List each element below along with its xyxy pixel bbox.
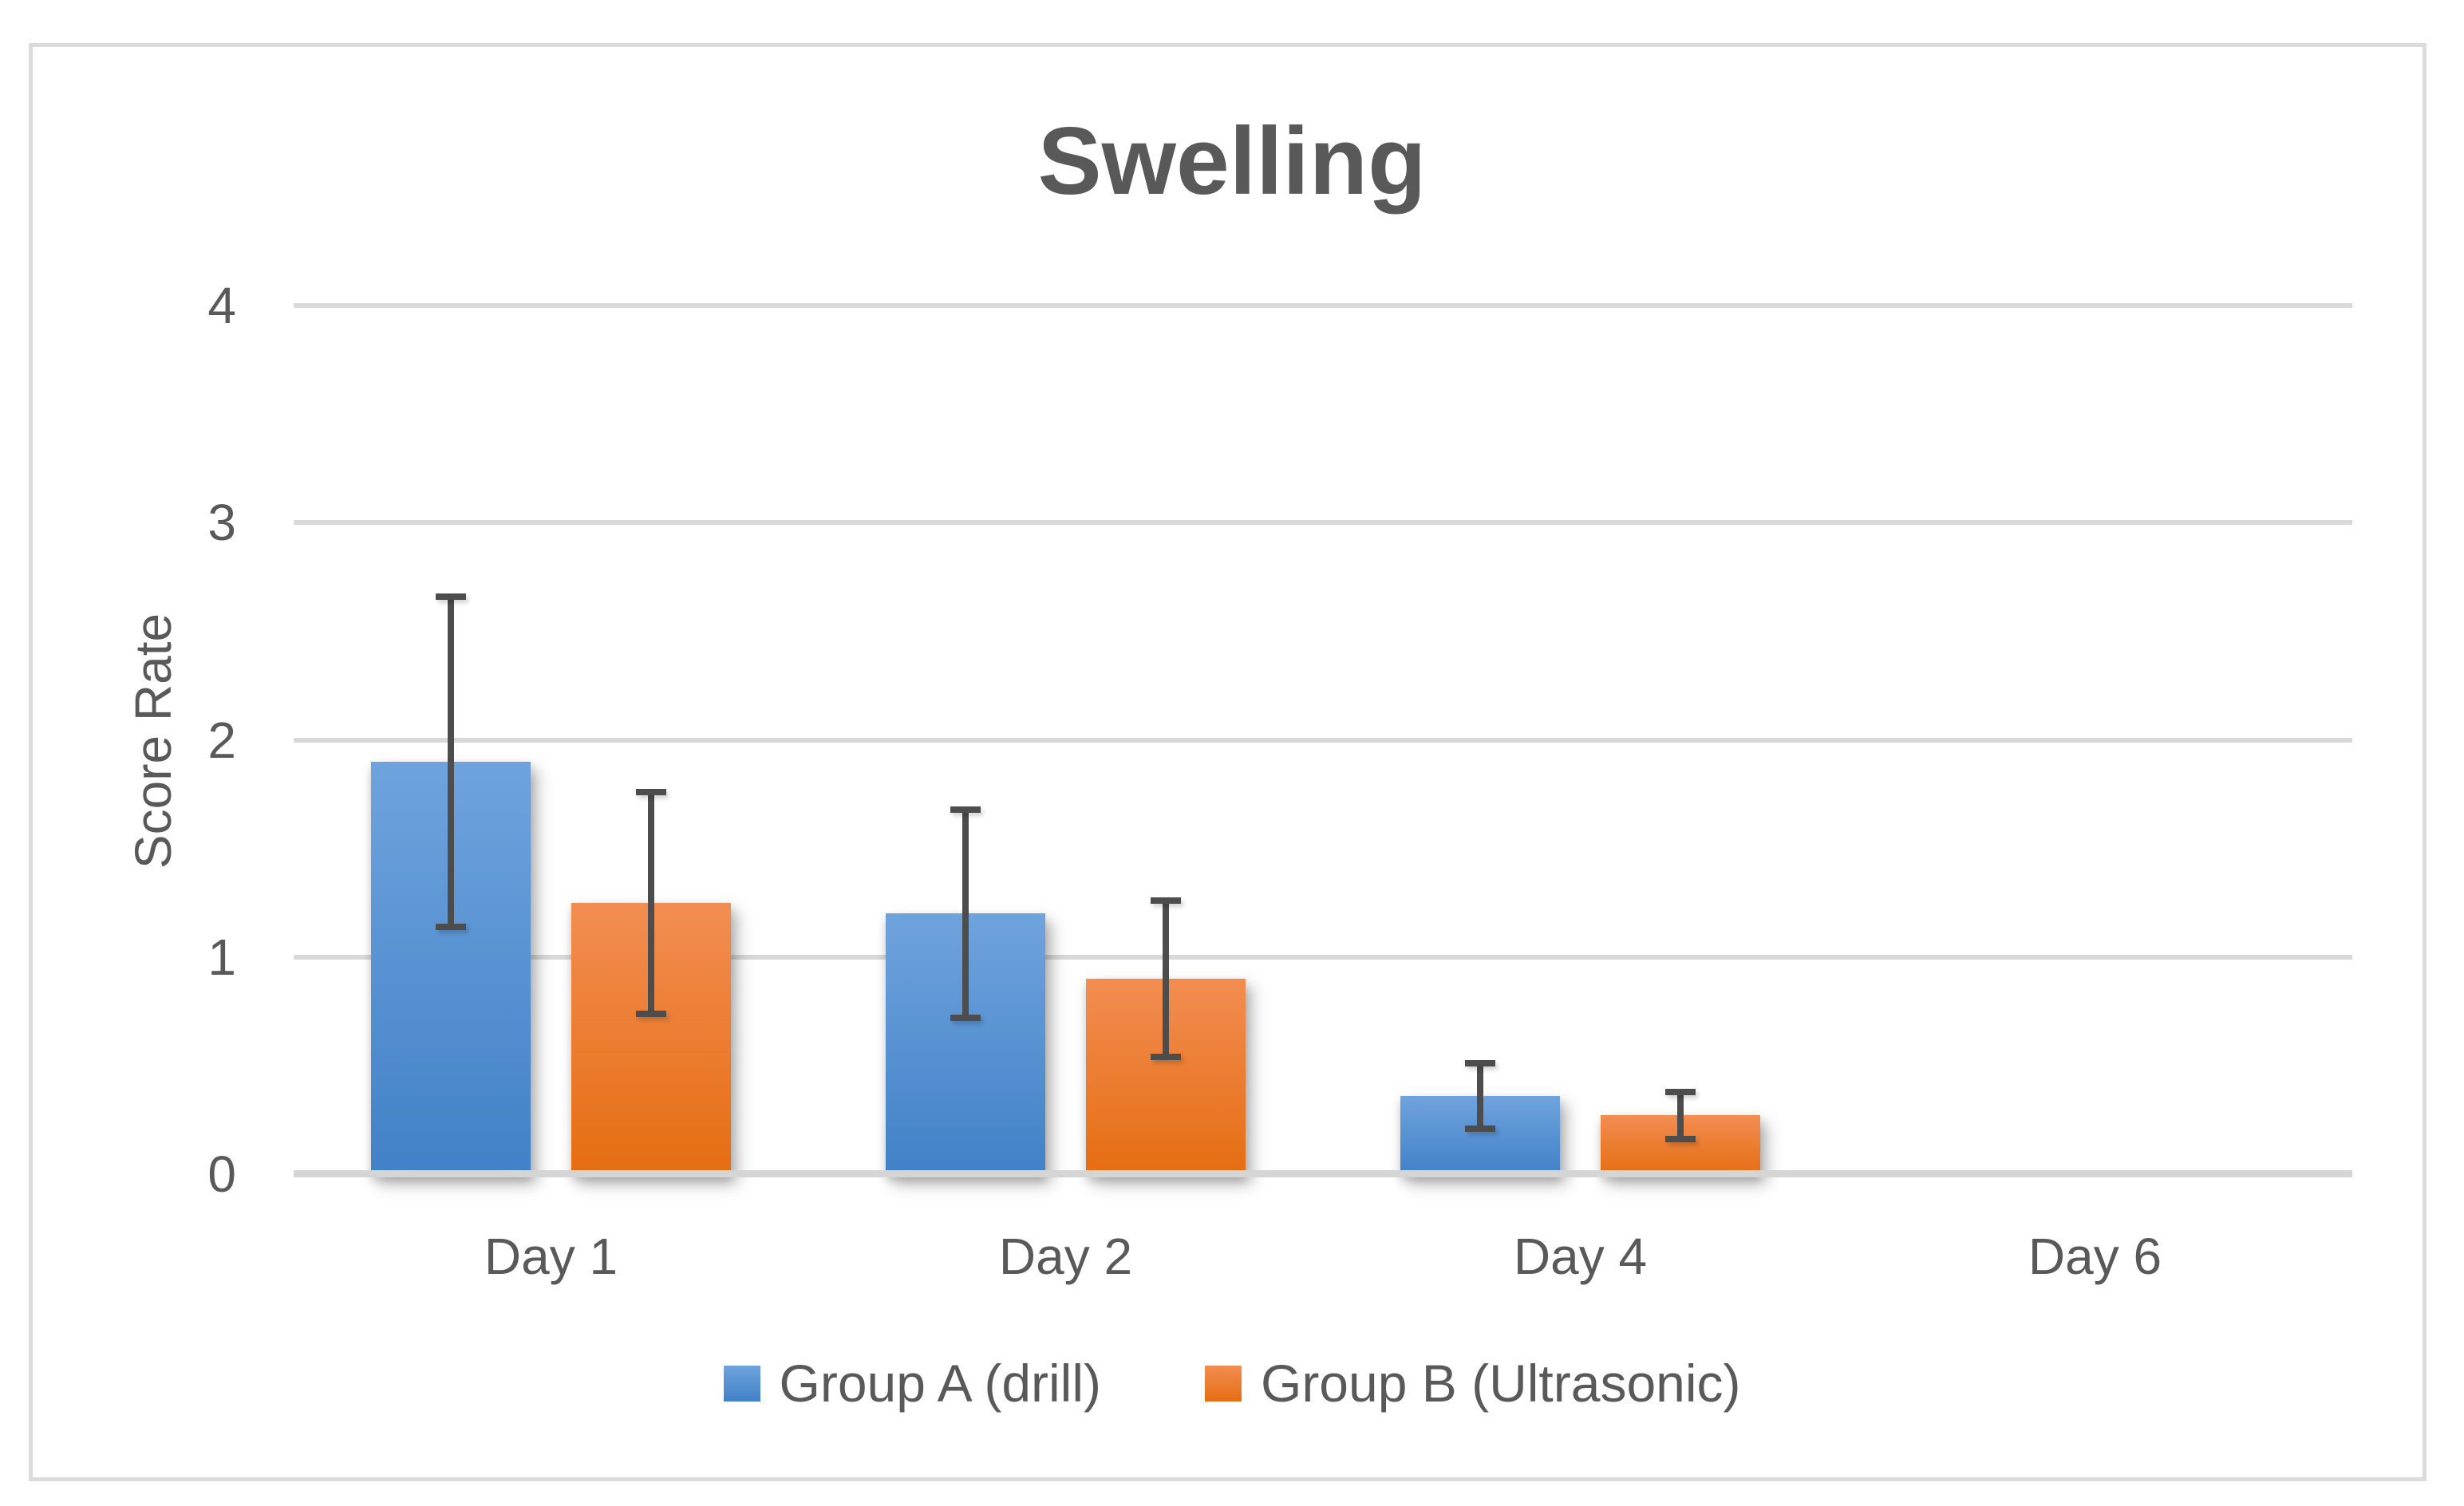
y-tick-label: 1 — [207, 928, 236, 986]
error-bar-cap-top — [636, 788, 666, 795]
chart-frame-border — [29, 43, 2426, 1481]
x-axis-label-day-4: Day 4 — [1513, 1228, 1648, 1285]
error-bar-cap-top — [1151, 897, 1181, 904]
x-axis-label-day-1: Day 1 — [484, 1228, 618, 1285]
x-axis-line — [294, 1170, 2352, 1177]
legend: Group A (drill) Group B (Ultrasonic) — [0, 1354, 2464, 1412]
y-tick-label: 0 — [207, 1145, 236, 1203]
legend-marker-group-a — [723, 1365, 760, 1402]
error-bar-cap-top — [1465, 1060, 1495, 1067]
error-bar-line — [448, 596, 454, 927]
y-tick-label: 3 — [207, 494, 236, 552]
error-bar-cap-bottom — [436, 923, 466, 930]
error-bar-line — [1477, 1063, 1483, 1129]
gridline-y-2 — [294, 737, 2352, 743]
chart-title: Swelling — [1037, 108, 1427, 215]
y-tick-label: 2 — [207, 711, 236, 769]
x-axis-label-day-2: Day 2 — [998, 1228, 1133, 1285]
error-bar-cap-bottom — [1665, 1136, 1696, 1143]
error-bar-cap-bottom — [1465, 1125, 1495, 1132]
error-bar-line — [1677, 1091, 1684, 1140]
legend-item-group-a: Group A (drill) — [723, 1354, 1101, 1413]
gridline-y-4 — [294, 303, 2352, 308]
error-bar-cap-bottom — [636, 1010, 666, 1017]
error-bar-line — [962, 809, 969, 1018]
error-bar-cap-top — [1665, 1088, 1696, 1095]
error-bar-cap-bottom — [950, 1014, 981, 1021]
error-bar-cap-top — [436, 593, 466, 600]
error-bar-cap-top — [950, 806, 981, 813]
gridline-y-3 — [294, 520, 2352, 526]
legend-item-group-b: Group B (Ultrasonic) — [1204, 1354, 1741, 1413]
error-bar-line — [648, 791, 654, 1014]
legend-label-group-b: Group B (Ultrasonic) — [1260, 1354, 1741, 1413]
error-bar-line — [1163, 900, 1169, 1057]
legend-marker-group-b — [1204, 1365, 1242, 1402]
x-axis-label-day-6: Day 6 — [2028, 1228, 2162, 1285]
y-tick-label: 4 — [207, 277, 236, 334]
legend-label-group-a: Group A (drill) — [779, 1354, 1101, 1413]
gridline-y-1 — [294, 954, 2352, 960]
error-bar-cap-bottom — [1151, 1053, 1181, 1060]
